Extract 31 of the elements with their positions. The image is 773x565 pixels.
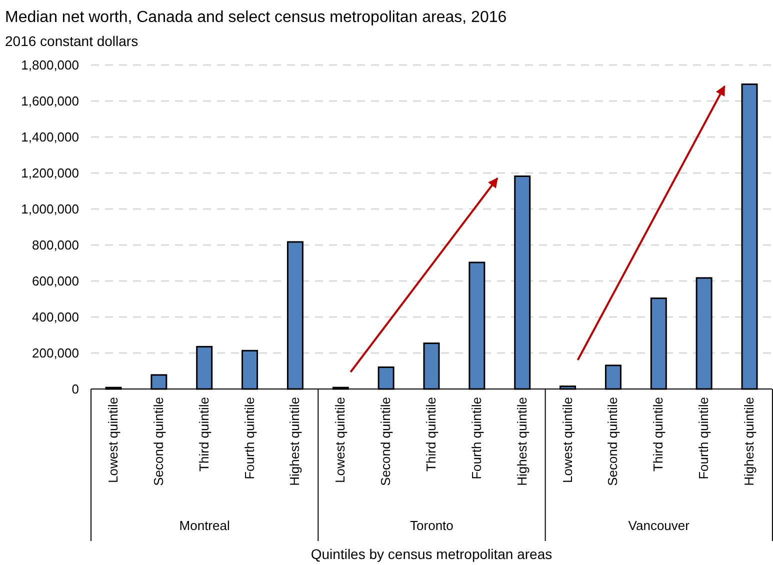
x-tick-label: Highest quintile	[287, 397, 302, 486]
x-tick-label: Fourth quintile	[468, 397, 484, 480]
x-tick-label: Second quintile	[150, 397, 166, 486]
x-tick-label: Second quintile	[378, 397, 394, 486]
x-tick-label: Third quintile	[650, 397, 666, 472]
y-tick-label: 1,600,000	[21, 94, 79, 109]
x-tick-label: Fourth quintile	[242, 397, 257, 480]
x-tick-label: Third quintile	[424, 397, 438, 472]
x-tick-label: Second quintile	[605, 397, 620, 486]
y-tick-label: 400,000	[32, 310, 79, 325]
x-tick-label: Highest quintile	[514, 397, 530, 486]
text: Toronto	[410, 518, 454, 533]
y-tick-label: 200,000	[32, 346, 79, 361]
y-tick-label: 1,800,000	[21, 58, 79, 73]
x-tick-label: Lowest quintile	[105, 397, 120, 483]
y-tick-label: 1,400,000	[21, 130, 79, 145]
x-tick-label: Fourth quintile	[696, 397, 712, 480]
chart-title: Median net worth, Canada and select census metropolitan areas, 2016	[5, 9, 507, 26]
x-tick-label: Highest quintile	[742, 397, 757, 486]
x-tick-label: Lowest quintile	[560, 397, 575, 483]
text: Vancouver	[628, 518, 690, 533]
y-tick-label: 1,000,000	[21, 202, 79, 217]
x-axis-title: Quintiles by census metropolitan areas	[310, 546, 552, 562]
chart-subtitle: 2016 constant dollars	[5, 33, 138, 49]
x-tick-label: Third quintile	[196, 397, 212, 472]
y-tick-label: 1,200,000	[21, 166, 79, 181]
x-tick-label: Lowest quintile	[332, 397, 348, 483]
text: Montreal	[179, 518, 230, 533]
y-tick-label: 600,000	[32, 274, 79, 289]
y-tick-label: 800,000	[32, 238, 79, 253]
y-tick-label: 0	[72, 382, 79, 397]
